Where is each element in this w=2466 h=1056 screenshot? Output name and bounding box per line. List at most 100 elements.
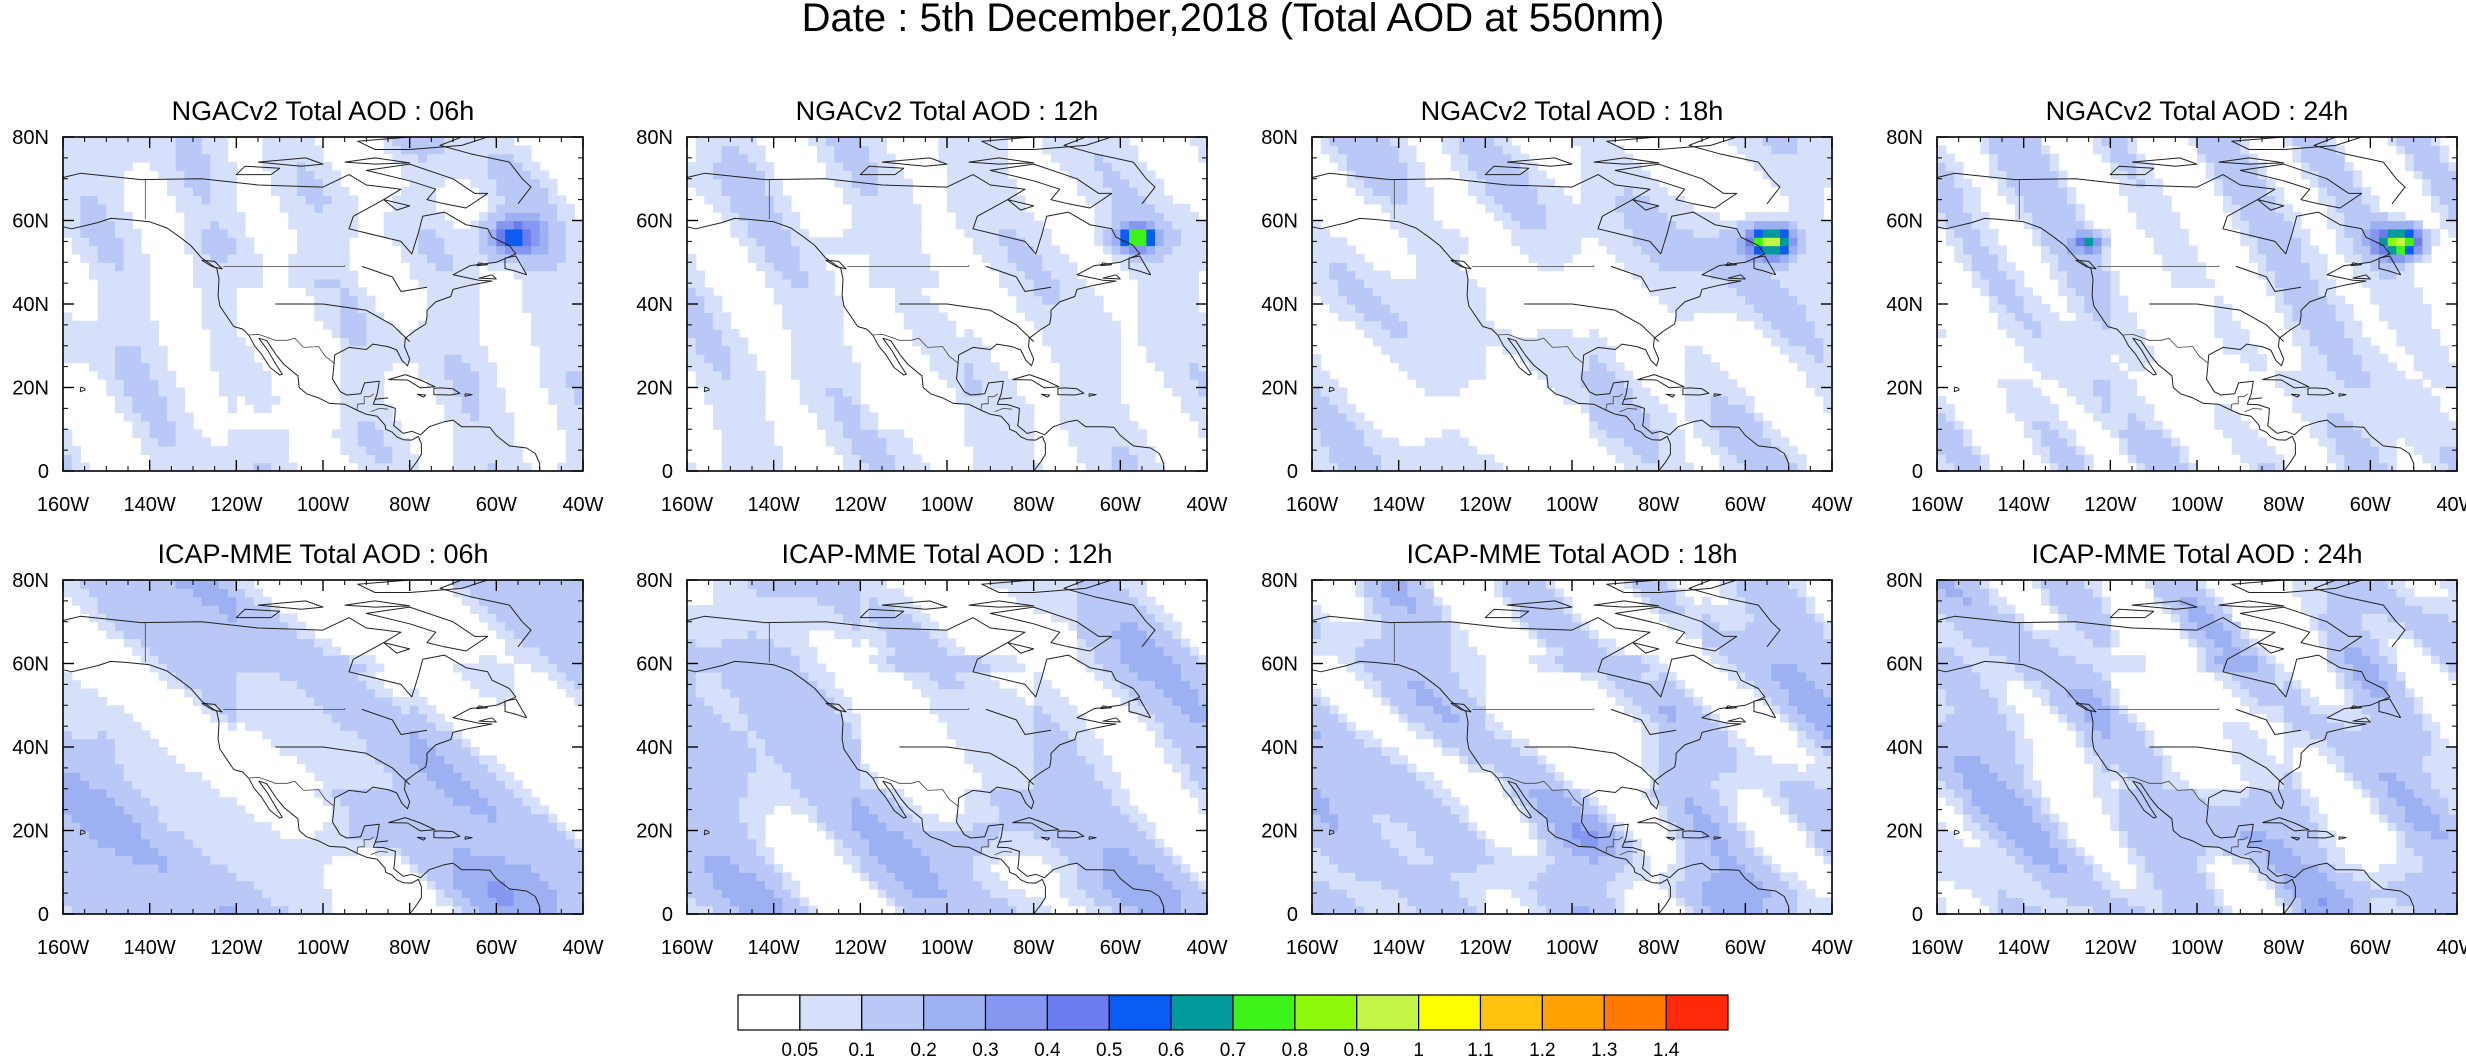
aod-cell [418, 178, 428, 188]
aod-cell [80, 320, 90, 330]
aod-cell [1372, 337, 1382, 347]
aod-cell [2353, 420, 2363, 430]
aod-cell [201, 262, 211, 272]
aod-cell [1137, 278, 1147, 288]
aod-cell [843, 387, 853, 397]
aod-cell [418, 195, 428, 205]
aod-cell [1520, 220, 1530, 230]
aod-cell [903, 178, 913, 188]
aod-cell [227, 429, 237, 439]
aod-cell [1172, 212, 1182, 222]
aod-cell [548, 329, 558, 338]
aod-cell [1823, 287, 1832, 297]
aod-cell [1181, 237, 1191, 247]
aod-cell [1085, 295, 1095, 305]
aod-cell [392, 203, 402, 213]
aod-cell [1771, 153, 1781, 163]
aod-cell [496, 454, 506, 464]
aod-cell [1068, 387, 1078, 397]
aod-cell [531, 320, 541, 330]
aod-cell [695, 162, 705, 171]
aod-cell [1433, 454, 1443, 464]
aod-cell [297, 145, 307, 155]
aod-cell [158, 429, 168, 439]
aod-cell [1189, 212, 1199, 222]
aod-cell [2023, 429, 2033, 439]
aod-cell [158, 145, 168, 155]
aod-cell [1155, 253, 1165, 263]
aod-cell [2275, 454, 2285, 464]
aod-cell [2240, 454, 2250, 464]
aod-cell [1320, 253, 1330, 263]
aod-cell [574, 228, 583, 238]
aod-cell [470, 320, 480, 330]
aod-cell [756, 220, 766, 230]
aod-cell [912, 237, 922, 247]
aod-cell [1120, 187, 1130, 197]
aod-cell [1728, 228, 1738, 238]
aod-cell [1632, 237, 1642, 247]
aod-cell [1068, 412, 1078, 422]
aod-cell [687, 354, 697, 364]
aod-cell [1398, 304, 1408, 313]
aod-cell [1788, 454, 1798, 464]
aod-cell [1450, 362, 1460, 372]
aod-cell [271, 162, 281, 171]
aod-cell [219, 228, 229, 238]
aod-cell [973, 395, 983, 405]
aod-cell [687, 262, 697, 272]
aod-cell [193, 178, 203, 188]
aod-cell [375, 420, 385, 430]
aod-cell [89, 245, 99, 255]
aod-cell [401, 253, 411, 263]
aod-cell [1338, 162, 1348, 171]
aod-cell [71, 345, 81, 355]
aod-cell [2327, 412, 2337, 422]
aod-cell [1103, 153, 1113, 163]
aod-cell [2257, 437, 2267, 447]
aod-cell [245, 395, 255, 405]
aod-cell [435, 178, 445, 188]
aod-cell [1424, 362, 1434, 372]
aod-cell [1312, 462, 1322, 471]
aod-cell [1676, 270, 1686, 280]
aod-cell [219, 145, 229, 155]
aod-cell [1137, 212, 1147, 222]
aod-cell [375, 462, 385, 471]
aod-cell [461, 387, 471, 397]
coastline [1623, 397, 1638, 400]
aod-cell [1563, 387, 1573, 397]
aod-cell [435, 228, 445, 238]
aod-cell [1814, 287, 1824, 297]
aod-cell [1468, 354, 1478, 364]
aod-cell [730, 454, 740, 464]
aod-cell [1033, 237, 1043, 247]
aod-cell [219, 445, 229, 455]
aod-cell [1520, 153, 1530, 163]
aod-cell [132, 379, 142, 389]
aod-cell [695, 337, 705, 347]
aod-cell [149, 329, 159, 338]
aod-cell [2127, 387, 2137, 397]
aod-cell [115, 362, 125, 372]
aod-cell [349, 445, 359, 455]
aod-cell [392, 454, 402, 464]
aod-cell [1572, 212, 1582, 222]
aod-cell [1554, 228, 1564, 238]
aod-cell [1502, 195, 1512, 205]
aod-cell [479, 437, 489, 447]
aod-cell [1572, 387, 1582, 397]
aod-cell [487, 462, 497, 471]
aod-cell [739, 345, 749, 355]
aod-cell [89, 354, 99, 364]
aod-cell [262, 137, 272, 146]
aod-cell [964, 395, 974, 405]
aod-cell [1780, 187, 1790, 197]
aod-cell [340, 270, 350, 280]
aod-cell [747, 412, 757, 422]
aod-cell [323, 220, 333, 230]
aod-cell [1693, 278, 1703, 288]
aod-cell [1033, 245, 1043, 255]
aod-cell [886, 429, 896, 439]
aod-cell [1459, 237, 1469, 247]
